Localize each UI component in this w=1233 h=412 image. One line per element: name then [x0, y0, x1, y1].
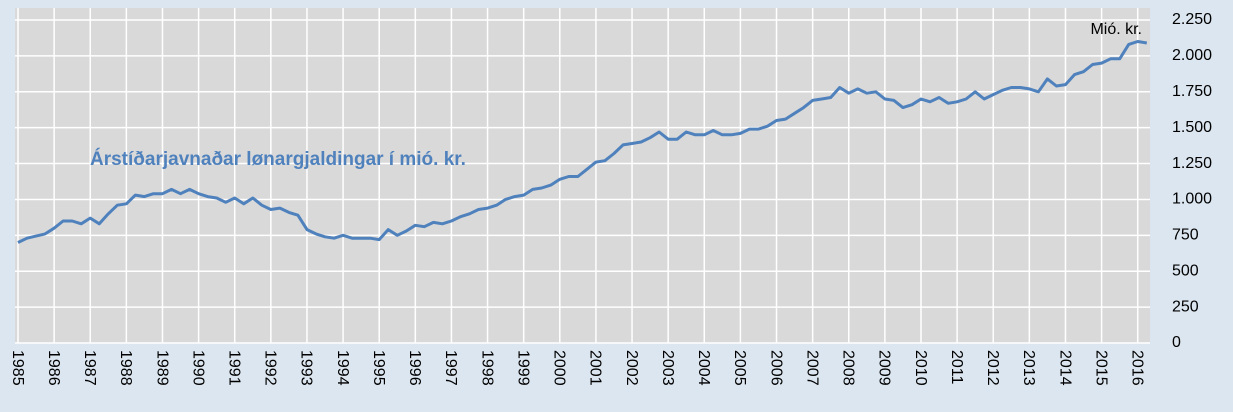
y-tick-label: 250 [1172, 298, 1199, 315]
y-tick-label: 1.000 [1172, 191, 1212, 208]
x-tick-label: 1986 [45, 350, 62, 386]
x-tick-label: 2015 [1092, 350, 1109, 386]
y-tick-label: 0 [1172, 334, 1181, 351]
y-tick-label: 1.750 [1172, 83, 1212, 100]
x-tick-label: 1996 [406, 350, 423, 386]
plot-area [15, 8, 1150, 343]
x-tick-label: 1990 [189, 350, 206, 386]
x-tick-label: 1995 [370, 350, 387, 386]
x-tick-label: 2016 [1128, 350, 1145, 386]
x-tick-label: 2010 [912, 350, 929, 386]
x-tick-label: 2011 [948, 350, 965, 385]
y-tick-label: 2.000 [1172, 47, 1212, 64]
x-tick-label: 1993 [298, 350, 315, 386]
x-tick-label: 2005 [731, 350, 748, 386]
x-tick-label: 1991 [225, 350, 242, 386]
x-tick-label: 1997 [442, 350, 459, 386]
x-tick-label: 2009 [876, 350, 893, 386]
y-tick-label: 500 [1172, 262, 1199, 279]
x-tick-label: 2003 [659, 350, 676, 386]
x-tick-label: 1985 [9, 350, 26, 386]
x-tick-label: 1987 [81, 350, 98, 386]
x-tick-label: 2001 [587, 350, 604, 386]
y-tick-label: 750 [1172, 227, 1199, 244]
x-tick-label: 2002 [623, 350, 640, 386]
x-tick-label: 2013 [1020, 350, 1037, 386]
line [17, 40, 1148, 244]
x-tick-label: 1992 [262, 350, 279, 386]
x-tick-label: 1989 [153, 350, 170, 386]
y-tick-label: 2.250 [1172, 11, 1212, 28]
x-tick-label: 2006 [767, 350, 784, 386]
x-tick-label: 1998 [478, 350, 495, 386]
x-tick-label: 2008 [840, 350, 857, 386]
y-axis-label: Mió. kr. [1090, 21, 1142, 38]
x-tick-label: 1999 [514, 350, 531, 386]
x-tick-label: 1994 [334, 350, 351, 386]
x-tick-label: 2007 [803, 350, 820, 386]
y-tick-label: 1.500 [1172, 119, 1212, 136]
y-tick-label: 1.250 [1172, 155, 1212, 172]
x-tick-label: 2012 [984, 350, 1001, 386]
chart-title: Árstíðarjavnaðar lønargjaldingar í mió. … [90, 148, 466, 170]
x-tick-label: 2000 [551, 350, 568, 386]
x-tick-label: 2004 [695, 350, 712, 386]
x-tick-label: 2014 [1056, 350, 1073, 386]
x-tick-label: 1988 [117, 350, 134, 386]
